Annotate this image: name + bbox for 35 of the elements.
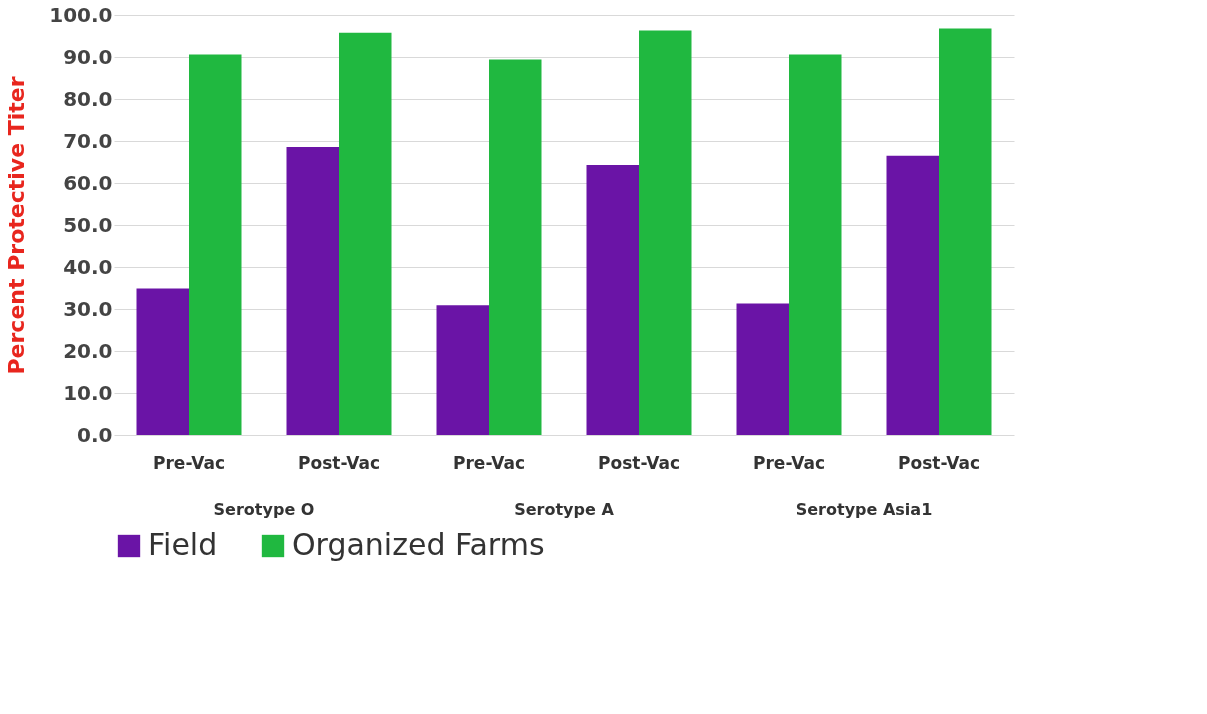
y-tick-label: 0.0 <box>77 422 113 447</box>
y-tick-label: 70.0 <box>63 128 113 153</box>
bar <box>436 305 489 435</box>
bar <box>886 155 939 435</box>
y-tick-label: 80.0 <box>63 86 113 111</box>
bar <box>586 164 639 435</box>
y-tick-label: 10.0 <box>63 380 113 405</box>
bar <box>639 30 692 435</box>
x-tick-label: Post-Vac <box>298 452 380 473</box>
text: Serotype O <box>213 500 315 519</box>
x-tick-label: Post-Vac <box>598 452 680 473</box>
bar <box>339 32 392 435</box>
x-tick-label: Pre-Vac <box>453 452 525 473</box>
y-tick-label: 60.0 <box>63 170 113 195</box>
y-tick-label: 50.0 <box>63 212 113 237</box>
bar <box>789 54 842 435</box>
bar <box>189 54 242 435</box>
y-tick-label: 30.0 <box>63 296 113 321</box>
text: Serotype Asia1 <box>795 500 933 519</box>
bar <box>286 146 339 435</box>
x-tick-label: Pre-Vac <box>153 452 225 473</box>
y-tick-label: 40.0 <box>63 254 113 279</box>
bar <box>136 288 189 435</box>
x-tick-label: Pre-Vac <box>753 452 825 473</box>
bar <box>489 59 542 435</box>
y-tick-label: 90.0 <box>63 44 113 69</box>
legend-label: Field <box>148 527 218 562</box>
y-tick-label: 100.0 <box>49 2 113 27</box>
y-axis-title: Percent Protective Titer <box>4 76 30 375</box>
bar <box>939 28 992 435</box>
legend-label: Organized Farms <box>292 527 545 562</box>
text: Serotype A <box>514 500 615 519</box>
bar <box>736 303 789 435</box>
x-tick-label: Post-Vac <box>898 452 980 473</box>
y-tick-label: 20.0 <box>63 338 113 363</box>
